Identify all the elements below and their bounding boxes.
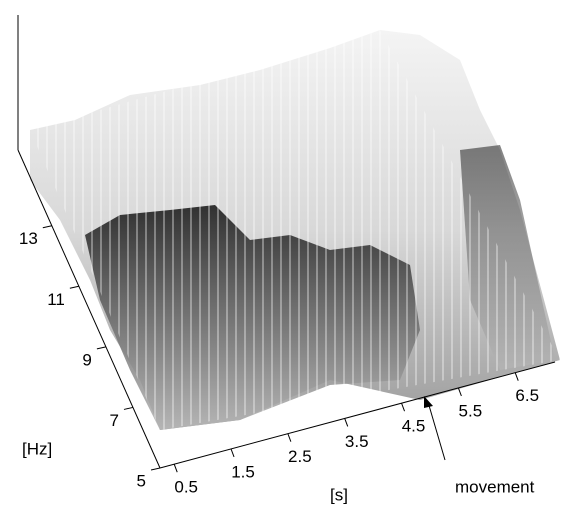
annotation-arrow: [428, 402, 445, 460]
x-tick: [458, 388, 461, 396]
x-tick-label: 0.5: [174, 478, 198, 497]
y-tick: [97, 347, 106, 349]
x-tick-label: 6.5: [515, 386, 539, 405]
y-tick: [124, 407, 133, 409]
x-tick-label: 5.5: [459, 401, 483, 420]
arrow-head: [424, 396, 433, 408]
x-tick-label: 1.5: [231, 462, 255, 481]
x-tick: [174, 464, 177, 472]
x-tick: [231, 449, 234, 457]
y-tick: [70, 286, 79, 288]
y-tick: [43, 226, 52, 228]
x-tick: [515, 373, 518, 381]
x-tick-label: 3.5: [345, 432, 369, 451]
x-tick: [345, 418, 348, 426]
x-tick: [402, 403, 405, 411]
x-tick-label: 4.5: [402, 417, 426, 436]
x-tick-label: 2.5: [288, 447, 312, 466]
chart: [Hz] [s] movement 0.5 1.5 2.5 3.5 4.5 5.5 6.5 5…: [0, 0, 563, 516]
x-axis-label: [s]: [330, 485, 348, 504]
surface: [30, 30, 560, 430]
y-tick-label: 13: [19, 229, 38, 248]
x-tick: [288, 434, 291, 442]
annotation: movement: [455, 477, 535, 496]
y-tick-label: 5: [137, 471, 146, 490]
y-tick-label: 9: [82, 350, 91, 369]
y-tick-label: 11: [47, 290, 65, 309]
y-axis-label: [Hz]: [22, 439, 52, 458]
y-tick-label: 7: [109, 411, 118, 430]
y-tick: [151, 468, 160, 470]
